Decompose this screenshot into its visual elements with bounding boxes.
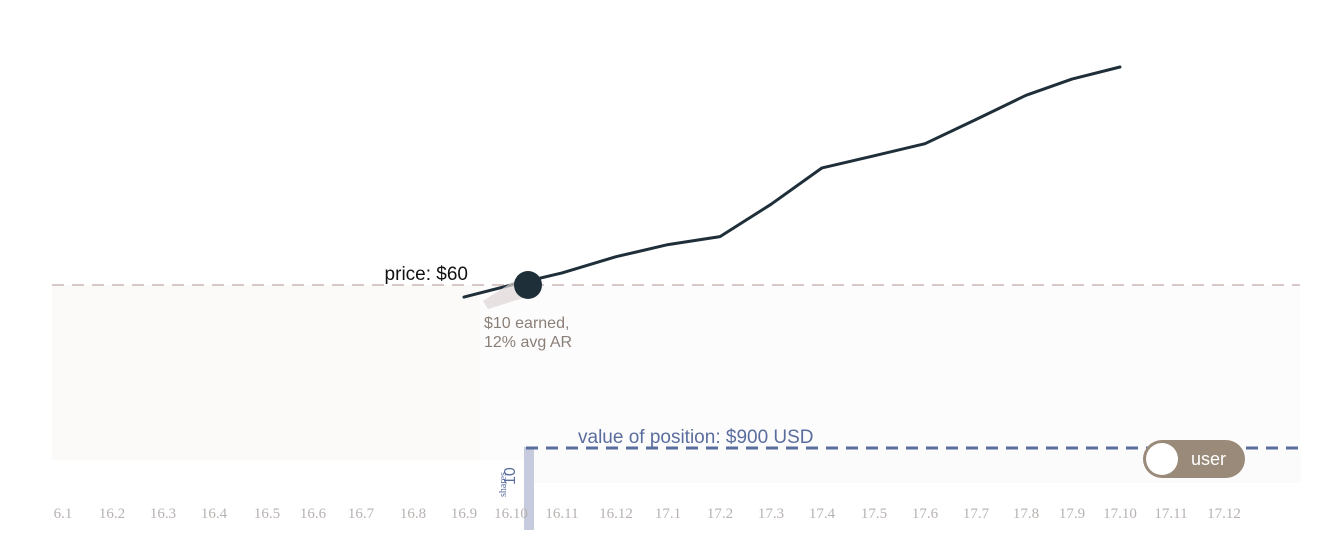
x-tick-label: 17.4 [809, 506, 836, 522]
x-tick-label: 16.9 [451, 506, 477, 522]
toggle-knob-icon [1146, 443, 1178, 475]
shares-count: 10 [502, 467, 519, 485]
position-value-label: value of position: $900 USD [578, 427, 814, 448]
x-tick-label: 17.9 [1059, 506, 1085, 522]
x-tick-label: 16.3 [150, 506, 176, 522]
shares-unit: shares [498, 472, 509, 497]
x-tick-label: 16.10 [494, 506, 528, 522]
x-tick-label: 16.5 [254, 506, 280, 522]
position-bar [524, 447, 534, 530]
x-tick-label: 17.6 [912, 506, 939, 522]
x-tick-label: 16.8 [400, 506, 426, 522]
x-tick-label: 17.1 [655, 506, 681, 522]
x-tick-label: 16.11 [545, 506, 578, 522]
x-tick-label: 6.1 [54, 506, 73, 522]
x-tick-label: 16.6 [300, 506, 327, 522]
x-tick-label: 17.8 [1013, 506, 1039, 522]
x-tick-label: 16.4 [201, 506, 228, 522]
x-tick-label: 16.2 [99, 506, 125, 522]
x-tick-label: 17.11 [1154, 506, 1187, 522]
x-tick-label: 17.7 [963, 506, 990, 522]
x-tick-label: 17.3 [758, 506, 784, 522]
earned-label-line2: 12% avg AR [484, 334, 572, 351]
price-series-line [462, 65, 1122, 299]
current-price-marker[interactable] [514, 271, 542, 299]
x-tick-label: 17.5 [861, 506, 887, 522]
price-label: price: $60 [385, 264, 468, 285]
x-axis-ticks: 6.1 16.2 16.3 16.4 16.5 16.6 16.7 16.8 16.9 16.10… [54, 506, 1241, 522]
user-toggle[interactable]: user [1143, 440, 1245, 478]
x-tick-label: 16.7 [348, 506, 375, 522]
x-tick-label: 17.2 [707, 506, 733, 522]
past-period-shade [52, 285, 480, 460]
x-tick-label: 16.12 [599, 506, 633, 522]
x-tick-label: 17.10 [1103, 506, 1137, 522]
earned-label-line1: $10 earned, [484, 315, 569, 332]
x-tick-label: 17.12 [1207, 506, 1241, 522]
future-period-shade [480, 285, 1300, 460]
toggle-label: user [1191, 449, 1227, 469]
